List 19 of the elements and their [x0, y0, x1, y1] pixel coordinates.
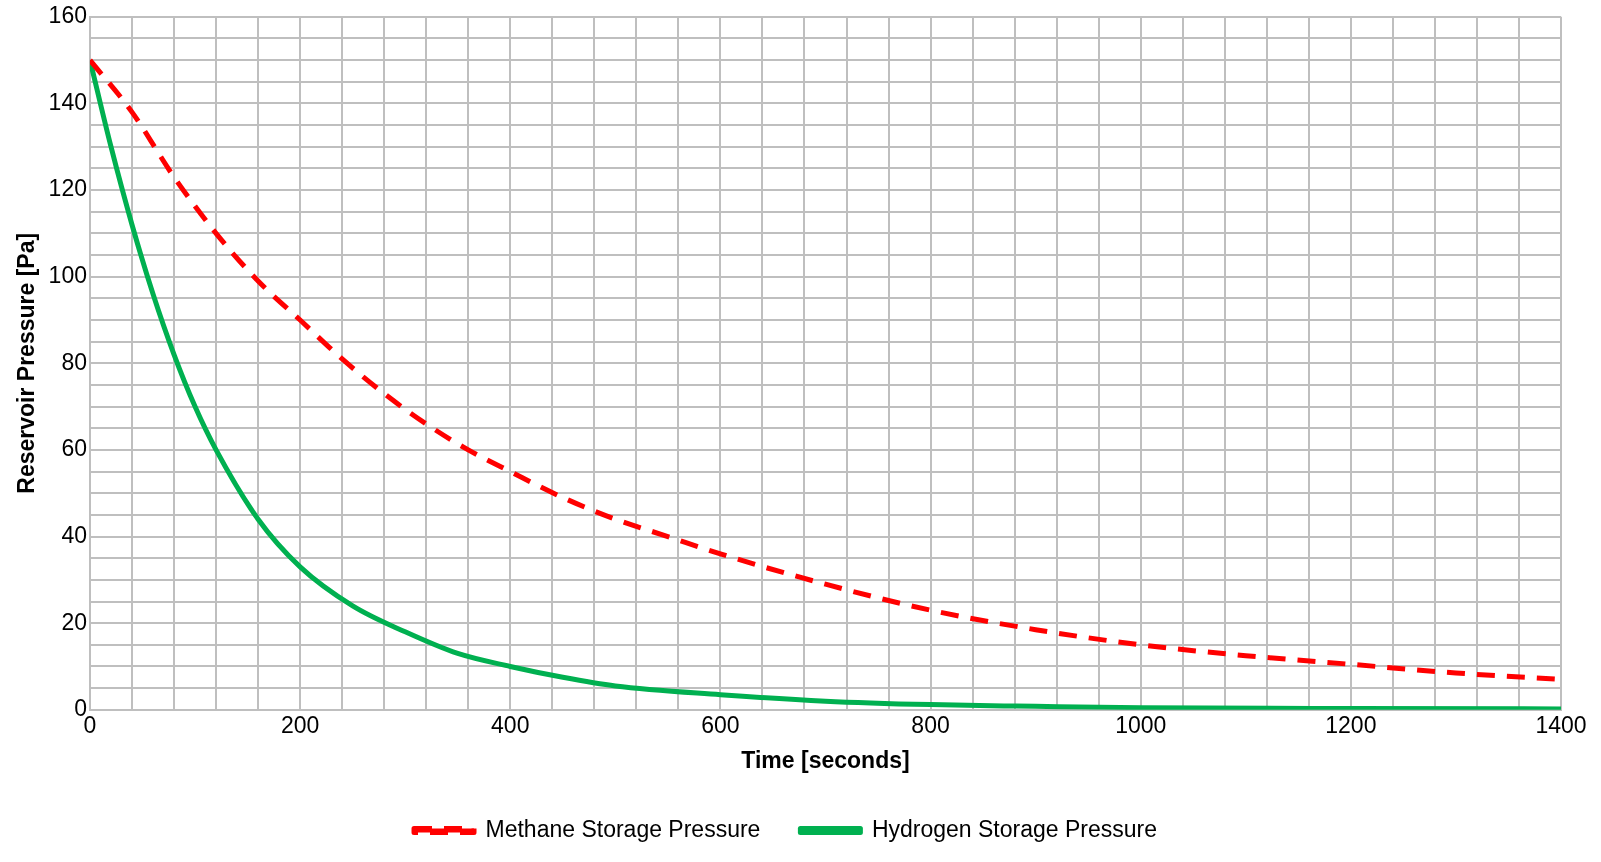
x-tick-label: 200: [280, 711, 320, 738]
y-tick-label: 20: [61, 608, 87, 635]
y-axis-title: Reservoir Pressure [Pa]: [13, 232, 40, 494]
y-tick-label: 100: [48, 262, 87, 289]
y-tick-label: 160: [48, 2, 87, 29]
x-tick-label: 1000: [1115, 711, 1167, 738]
x-tick-label: 1200: [1325, 711, 1377, 738]
y-tick-label: 40: [61, 521, 87, 548]
x-tick-label: 600: [701, 711, 740, 738]
y-tick-label: 120: [48, 175, 87, 202]
legend-label: Hydrogen Storage Pressure: [871, 815, 1157, 842]
x-tick-label: 1400: [1535, 711, 1587, 738]
y-tick-label: 140: [48, 88, 87, 115]
x-tick-label: 400: [491, 711, 530, 738]
x-tick-label: 800: [911, 711, 950, 738]
x-axis-title: Time [seconds]: [741, 746, 910, 773]
legend-label: Methane Storage Pressure: [485, 815, 761, 842]
y-tick-label: 80: [61, 348, 87, 375]
y-tick-label: 60: [61, 435, 87, 462]
